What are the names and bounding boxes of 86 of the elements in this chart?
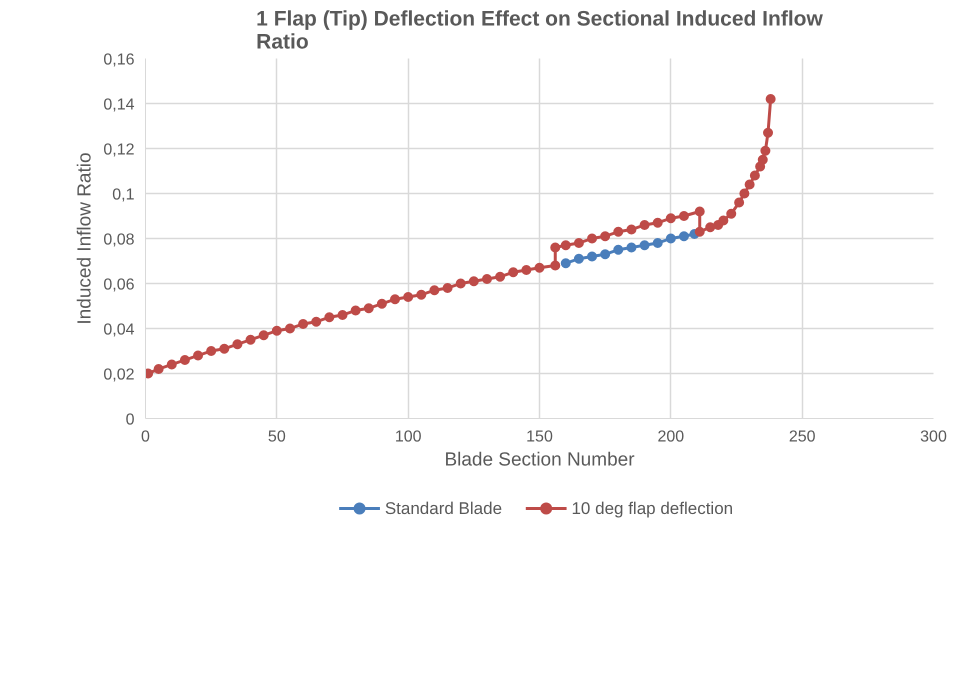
point <box>429 285 440 296</box>
point <box>763 128 774 138</box>
point <box>219 344 230 354</box>
point <box>550 242 560 252</box>
x-axis-title: Blade Section Number <box>444 450 636 470</box>
point <box>678 211 689 221</box>
point <box>587 252 598 262</box>
point <box>376 298 387 309</box>
point <box>666 234 676 244</box>
point <box>364 303 374 314</box>
point <box>456 278 466 288</box>
point <box>166 360 177 370</box>
y-tick-label: 0,1 <box>112 186 135 204</box>
y-tick-label: 0,04 <box>103 322 135 338</box>
point <box>534 262 544 273</box>
point <box>560 258 571 268</box>
x-tick-label: 200 <box>657 428 684 446</box>
point <box>739 188 750 198</box>
point <box>600 231 610 242</box>
point <box>694 226 705 237</box>
point <box>734 198 744 208</box>
point <box>640 220 650 230</box>
point <box>726 208 736 219</box>
x-tick-label: 300 <box>920 428 947 446</box>
point <box>206 346 216 356</box>
point <box>626 224 636 234</box>
point <box>390 294 400 304</box>
point <box>640 240 650 250</box>
point <box>574 254 584 264</box>
point <box>403 292 414 302</box>
point <box>193 350 204 360</box>
legend-label: Standard Blade <box>384 499 502 518</box>
point <box>468 276 479 286</box>
point <box>482 274 492 284</box>
point <box>613 244 624 255</box>
point <box>246 334 256 345</box>
point <box>750 170 760 180</box>
point <box>760 146 770 156</box>
y-tick-label: 0,06 <box>103 276 135 294</box>
point <box>705 222 716 232</box>
point <box>311 316 322 327</box>
point <box>652 218 663 228</box>
point <box>574 238 584 248</box>
x-tick-label: 250 <box>788 428 816 446</box>
point <box>613 226 624 237</box>
point <box>324 312 334 322</box>
point <box>284 324 295 334</box>
point <box>338 310 348 320</box>
y-tick-label: 0,08 <box>103 232 135 248</box>
point <box>758 154 768 165</box>
point <box>298 319 308 329</box>
point <box>666 213 676 224</box>
point <box>560 240 571 250</box>
point <box>350 306 361 316</box>
point <box>652 238 663 248</box>
y-tick-label: 0 <box>126 412 135 428</box>
y-tick-label: 0,02 <box>103 366 135 384</box>
point <box>766 94 776 104</box>
point <box>678 231 689 242</box>
chart-title: 1 Flap (Tip) Deflection Effect on Sectional Induced Inflow Ratio <box>256 8 824 54</box>
point <box>258 330 269 340</box>
point <box>416 290 426 300</box>
point <box>587 234 598 244</box>
point <box>442 283 453 293</box>
point <box>626 242 636 252</box>
x-tick-label: 50 <box>268 428 286 446</box>
point <box>180 355 190 365</box>
point <box>508 267 518 278</box>
point <box>495 272 506 282</box>
point <box>718 216 728 226</box>
point <box>550 260 560 270</box>
point <box>521 265 532 275</box>
y-axis-title: Induced Inflow Ratio <box>74 152 96 325</box>
x-tick-label: 150 <box>526 428 553 446</box>
y-tick-label: 0,14 <box>103 96 135 114</box>
point <box>600 249 610 260</box>
point <box>232 339 242 350</box>
point <box>154 364 164 374</box>
point <box>744 180 755 190</box>
y-tick-label: 0,12 <box>103 142 135 158</box>
y-tick-label: 0,16 <box>103 52 135 68</box>
point <box>272 326 282 336</box>
x-tick-label: 0 <box>141 428 150 446</box>
x-tick-label: 100 <box>394 428 422 446</box>
point <box>694 206 705 216</box>
legend-label: 10 deg flap deflection <box>571 499 734 518</box>
